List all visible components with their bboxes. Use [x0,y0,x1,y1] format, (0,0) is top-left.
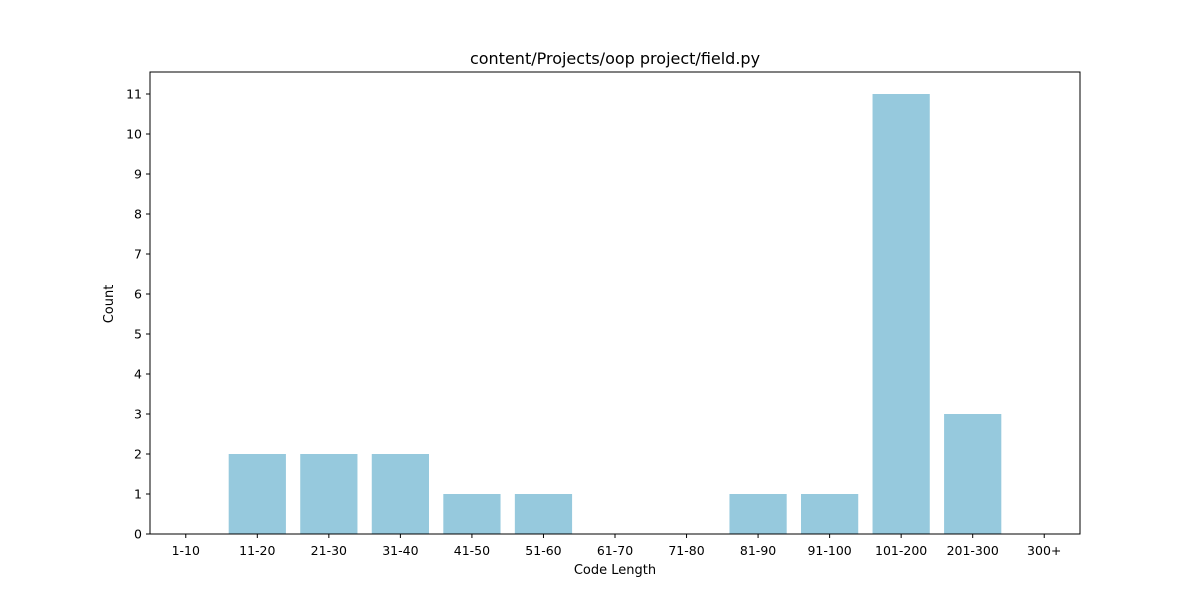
x-tick-label: 71-80 [668,543,704,558]
x-tick-label: 21-30 [311,543,347,558]
bar-51-60 [514,494,573,534]
bar-31-40 [371,454,429,534]
y-tick-label: 5 [134,327,142,342]
y-tick-label: 3 [134,407,142,422]
x-tick-label: 91-100 [807,543,851,558]
bar-11-20 [228,454,286,534]
y-tick-label: 7 [134,247,142,262]
y-tick-label: 1 [134,487,142,502]
x-tick-label: 61-70 [597,543,633,558]
plot-frame [149,71,1081,535]
plot-area: 1-10 11-20 21-30 31-40 41-50 51-60 61-70 71-80 8… [126,71,1081,558]
bar-91-100 [801,494,859,534]
y-tick-label: 11 [126,87,142,102]
y-tick-label: 0 [134,527,142,542]
x-axis-label: Code Length [574,563,656,578]
chart-title: content/Projects/oop project/field.py [470,49,760,68]
x-tick-label: 101-200 [875,543,927,558]
x-tick-label: 51-60 [525,543,561,558]
x-tick-label: 1-10 [172,543,200,558]
x-tick-label: 31-40 [382,543,418,558]
bar-81-90 [729,494,787,534]
y-tick-label: 4 [134,367,142,382]
bar-101-200 [872,94,930,534]
y-tick-label: 10 [126,127,142,142]
bar-21-30 [300,454,358,534]
y-tick-label: 2 [134,447,142,462]
y-tick-label: 6 [134,287,142,302]
x-tick-label: 201-300 [947,543,999,558]
x-tick-label: 41-50 [454,543,490,558]
bar-201-300 [944,414,1002,534]
x-tick-label: 81-90 [740,543,776,558]
y-tick-label: 8 [134,207,142,222]
x-tick-label: 11-20 [239,543,275,558]
x-tick-label: 300+ [1027,543,1061,558]
y-axis-label: Count [102,285,117,324]
y-tick-label: 9 [134,167,142,182]
bar-41-50 [443,494,501,534]
